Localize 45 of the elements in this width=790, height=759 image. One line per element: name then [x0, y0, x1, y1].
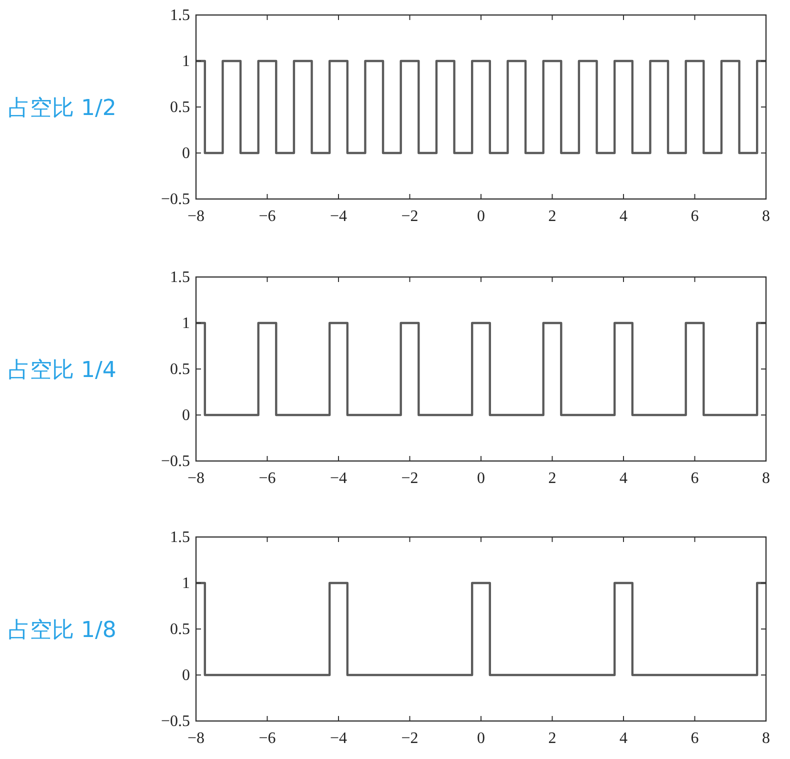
x-tick-label: −2 — [401, 730, 418, 747]
y-tick-label: 1 — [182, 53, 190, 70]
x-tick-label: 0 — [477, 208, 485, 225]
y-tick-label: −0.5 — [160, 191, 190, 208]
y-tick-label: 1.5 — [170, 7, 190, 24]
x-tick-label: 6 — [690, 730, 699, 747]
x-tick-label: −2 — [401, 208, 418, 225]
y-tick-label: 1 — [182, 315, 190, 332]
x-tick-label: −6 — [258, 208, 276, 225]
x-tick-label: −8 — [187, 470, 205, 487]
y-tick-label: 0.5 — [170, 99, 190, 116]
y-tick-label: 0 — [182, 407, 190, 424]
x-tick-label: 4 — [620, 470, 628, 487]
x-tick-label: 0 — [477, 730, 485, 747]
y-tick-label: 0.5 — [170, 621, 190, 638]
y-tick-label: −0.5 — [160, 713, 190, 730]
y-tick-label: 0 — [182, 145, 190, 162]
x-tick-label: 8 — [762, 208, 770, 225]
text: 占空比 1/8 — [8, 618, 116, 643]
x-tick-label: 2 — [548, 730, 556, 747]
x-tick-label: 8 — [762, 470, 770, 487]
text: 占空比 1/2 — [8, 96, 116, 121]
x-tick-label: 4 — [620, 208, 628, 225]
x-tick-label: 4 — [620, 730, 628, 747]
y-tick-label: 1 — [182, 575, 190, 592]
x-tick-label: 2 — [548, 208, 556, 225]
x-tick-label: −8 — [187, 730, 205, 747]
x-tick-label: 8 — [762, 730, 770, 747]
y-tick-label: 0 — [182, 667, 190, 684]
x-tick-label: 6 — [690, 470, 699, 487]
x-tick-label: −4 — [330, 470, 348, 487]
y-tick-label: 0.5 — [170, 361, 190, 378]
y-tick-label: 1.5 — [170, 269, 190, 286]
x-tick-label: 0 — [477, 470, 485, 487]
x-tick-label: −4 — [330, 208, 348, 225]
x-tick-label: −2 — [401, 470, 418, 487]
x-tick-label: −6 — [258, 470, 276, 487]
x-tick-label: 6 — [690, 208, 699, 225]
y-tick-label: −0.5 — [160, 453, 190, 470]
x-tick-label: −8 — [187, 208, 205, 225]
x-tick-label: 2 — [548, 470, 556, 487]
text: 占空比 1/4 — [8, 358, 116, 383]
x-tick-label: −4 — [330, 730, 348, 747]
x-tick-label: −6 — [258, 730, 276, 747]
y-tick-label: 1.5 — [170, 529, 190, 546]
